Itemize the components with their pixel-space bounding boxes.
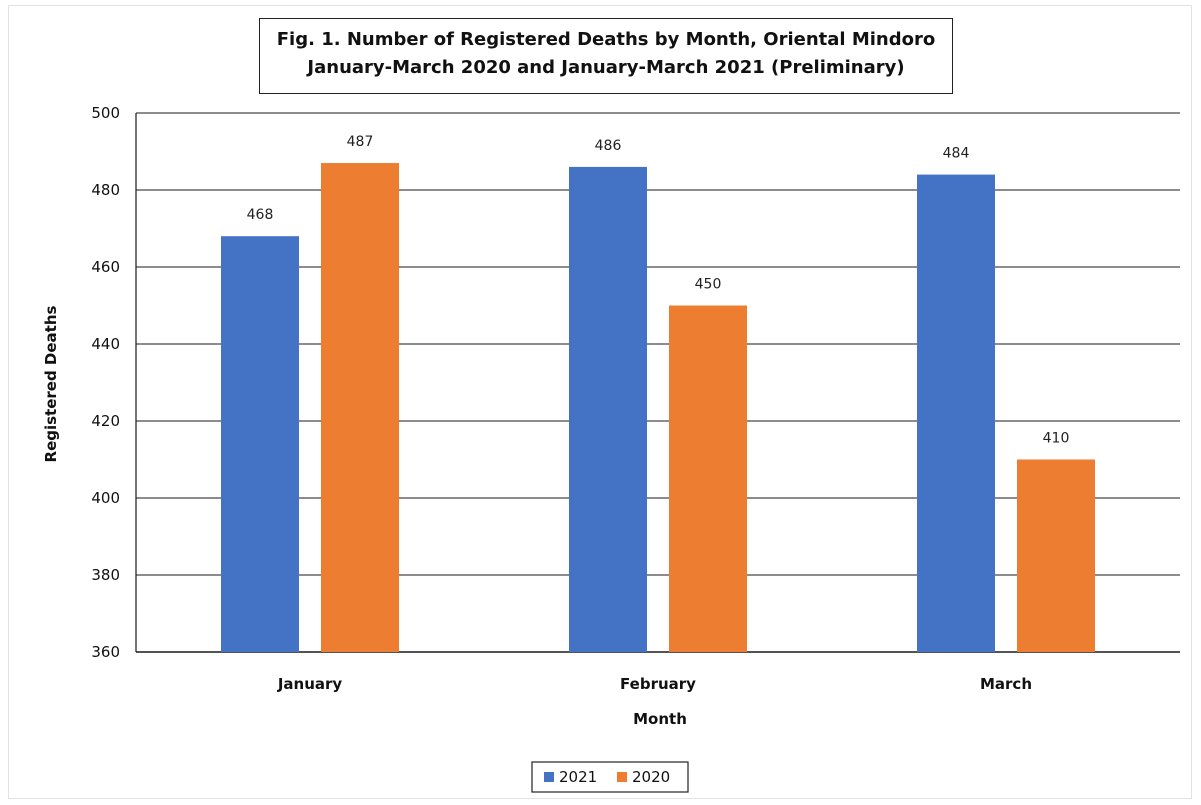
x-tick-label: January — [277, 675, 343, 693]
chart-title: Fig. 1. Number of Registered Deaths by M… — [276, 29, 936, 50]
y-tick-label: 360 — [91, 643, 120, 661]
bar-2020-march — [1017, 459, 1095, 652]
data-label: 410 — [1043, 431, 1070, 447]
legend-box — [531, 761, 689, 793]
data-label: 450 — [695, 277, 722, 293]
y-axis-title: Registered Deaths — [42, 305, 60, 462]
y-tick-label: 400 — [91, 489, 120, 507]
chart-title-box: Fig. 1. Number of Registered Deaths by M… — [259, 18, 953, 94]
y-tick-label: 440 — [91, 335, 120, 353]
y-tick-label: 480 — [91, 181, 120, 199]
bar-2021-march — [917, 174, 995, 652]
legend-swatch-2021 — [544, 772, 554, 782]
y-tick-label: 460 — [91, 258, 120, 276]
bar-2021-january — [221, 236, 299, 652]
data-label: 484 — [943, 146, 970, 162]
data-label: 468 — [247, 207, 274, 223]
legend: 2021 2020 — [531, 761, 689, 793]
y-tick-label: 500 — [91, 104, 120, 122]
legend-swatch-2020 — [617, 772, 627, 782]
x-tick-label: February — [620, 675, 696, 693]
x-tick-label: March — [980, 675, 1032, 693]
data-label: 486 — [595, 138, 622, 154]
bar-2020-february — [669, 305, 747, 652]
y-tick-label: 380 — [91, 566, 120, 584]
y-tick-label: 420 — [91, 412, 120, 430]
chart-frame — [8, 5, 1192, 799]
bar-2021-february — [569, 166, 647, 652]
chart-subtitle: January-March 2020 and January-March 202… — [307, 57, 905, 78]
legend-label-2021: 2021 — [559, 768, 597, 786]
data-label: 487 — [347, 134, 374, 150]
legend-label-2020: 2020 — [632, 768, 670, 786]
x-axis-title: Month — [633, 710, 687, 728]
bar-2020-january — [321, 163, 399, 653]
